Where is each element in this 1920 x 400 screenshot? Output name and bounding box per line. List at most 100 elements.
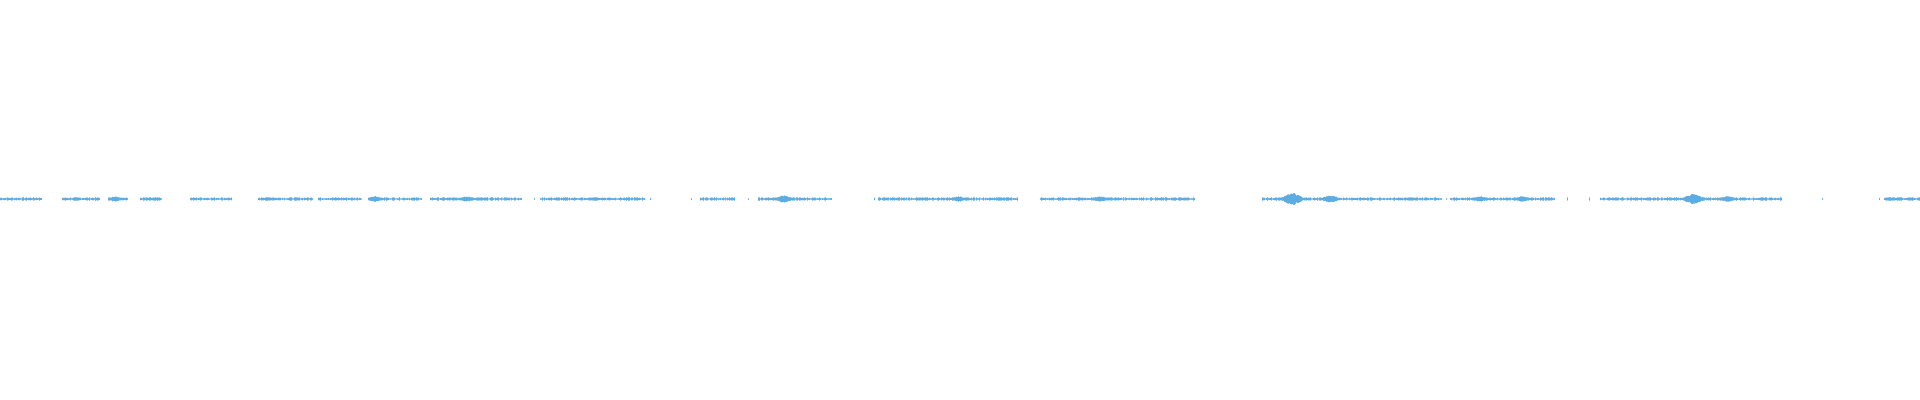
waveform-sample	[1331, 196, 1332, 202]
waveform-sample	[346, 197, 347, 201]
waveform-sample	[728, 198, 729, 200]
waveform-sample	[1496, 198, 1497, 200]
waveform-sample	[1294, 193, 1295, 205]
waveform-sample	[1616, 197, 1617, 201]
waveform-sample	[311, 197, 312, 201]
waveform-sample	[420, 198, 421, 200]
waveform-sample	[1177, 198, 1178, 200]
waveform-sample	[1119, 197, 1120, 201]
waveform-sample	[1908, 197, 1909, 201]
waveform-sample	[1470, 198, 1471, 200]
waveform-sample	[6, 198, 7, 200]
waveform-sample	[1440, 198, 1441, 200]
waveform-sample	[352, 197, 353, 201]
waveform-sample	[1301, 196, 1302, 202]
waveform-sample	[1070, 197, 1071, 201]
waveform-sample	[779, 196, 780, 202]
waveform-sample	[977, 198, 978, 200]
waveform-sample	[1609, 197, 1610, 201]
waveform-sample	[717, 198, 718, 200]
waveform-sample	[1139, 197, 1140, 201]
waveform-sample	[1737, 198, 1738, 200]
waveform-sample	[1309, 197, 1310, 201]
waveform-sample	[275, 197, 276, 201]
waveform-sample	[816, 198, 817, 200]
waveform-sample	[457, 198, 458, 200]
waveform-sample	[1353, 197, 1354, 200]
waveform-sample	[818, 198, 819, 200]
waveform-sample	[1897, 197, 1898, 201]
waveform-sample	[1432, 198, 1433, 200]
waveform-sample	[935, 198, 936, 200]
waveform-sample	[1298, 195, 1299, 203]
waveform-sample	[705, 197, 706, 201]
waveform-sample	[993, 198, 994, 200]
waveform-sample	[482, 197, 483, 201]
waveform-sample	[1144, 198, 1145, 200]
waveform-sample	[595, 197, 596, 201]
waveform-sample	[1270, 197, 1271, 201]
waveform-sample	[408, 198, 409, 200]
waveform-sample	[1125, 197, 1126, 201]
waveform-sample	[1441, 198, 1442, 200]
waveform-sample	[1698, 195, 1699, 203]
waveform-sample	[1669, 197, 1670, 201]
waveform-sample	[715, 198, 716, 200]
waveform-sample	[93, 197, 94, 201]
waveform-sample	[1007, 197, 1008, 201]
waveform-sample	[1520, 196, 1521, 202]
waveform-sample	[1475, 197, 1476, 201]
waveform-sample	[916, 197, 917, 201]
waveform-sample	[1278, 197, 1279, 201]
waveform-sample	[724, 198, 725, 200]
waveform-sample	[215, 198, 216, 200]
waveform-sample	[273, 197, 274, 201]
waveform-sample	[1618, 197, 1619, 201]
waveform-sample	[599, 197, 600, 201]
waveform-sample	[1655, 197, 1656, 201]
waveform-sample	[20, 198, 21, 200]
waveform-sample	[1451, 197, 1452, 201]
waveform-sample	[1732, 197, 1733, 201]
waveform-sample	[518, 197, 519, 201]
waveform-sample	[1374, 198, 1375, 200]
waveform-sample	[732, 197, 733, 201]
waveform-sample	[1487, 197, 1488, 201]
waveform-sample	[216, 197, 217, 201]
waveform-sample	[118, 197, 119, 201]
waveform-sample	[1681, 197, 1682, 200]
waveform-sample	[1375, 198, 1376, 200]
waveform-sample	[1490, 197, 1491, 201]
waveform-sample	[998, 197, 999, 201]
waveform-sample	[1381, 198, 1382, 200]
waveform-sample	[116, 196, 117, 202]
waveform-sample	[337, 198, 338, 201]
waveform-sample	[1361, 198, 1362, 200]
waveform-sample	[1902, 197, 1903, 200]
waveform-sample	[489, 198, 490, 200]
waveform-sample	[1605, 198, 1606, 200]
waveform-sample	[561, 197, 562, 201]
waveform-sample	[1748, 198, 1749, 201]
waveform-sample	[1386, 198, 1387, 200]
waveform-sample	[1044, 198, 1045, 201]
waveform-sample	[435, 198, 436, 200]
waveform-sample	[966, 197, 967, 201]
waveform-sample	[1397, 198, 1398, 200]
waveform-sample	[1660, 198, 1661, 200]
waveform-sample	[817, 198, 818, 200]
waveform-sample	[801, 197, 802, 201]
waveform-sample	[495, 197, 496, 201]
waveform-sample	[1453, 197, 1454, 201]
waveform-sample	[511, 197, 512, 201]
waveform-sample	[1002, 197, 1003, 201]
waveform-sample	[1743, 197, 1744, 201]
waveform-sample	[1721, 197, 1722, 201]
waveform-sample	[1455, 198, 1456, 200]
waveform-sample	[1552, 197, 1553, 201]
waveform-sample	[1343, 197, 1344, 201]
waveform-sample	[567, 197, 568, 201]
waveform-sample	[114, 197, 115, 201]
waveform-sample	[1016, 198, 1017, 200]
waveform-sample	[1625, 198, 1626, 200]
